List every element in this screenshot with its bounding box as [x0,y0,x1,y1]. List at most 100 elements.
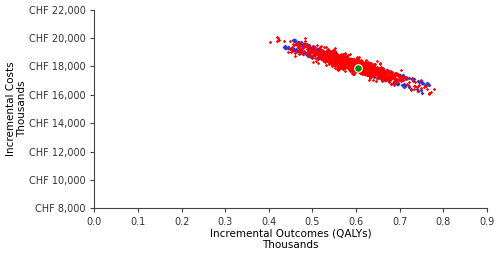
Point [290,43,298,47]
Point [344,63,352,67]
Point [339,61,347,65]
Point [320,53,328,57]
Point [358,67,366,71]
Point [341,58,349,62]
Point [340,61,347,65]
Point [331,57,339,61]
Point [372,70,380,74]
Point [378,67,386,71]
Point [332,62,340,66]
Point [366,73,374,77]
Point [352,67,360,71]
Point [413,85,421,89]
Point [352,66,360,70]
Point [342,66,349,70]
Point [333,59,341,63]
Point [325,51,333,55]
Point [306,54,314,58]
Point [306,43,314,47]
Point [338,60,345,64]
Point [392,71,400,75]
Point [322,59,330,63]
Point [316,45,324,49]
Point [330,60,338,64]
Point [302,51,310,55]
Point [337,58,345,62]
Point [345,58,353,62]
Point [325,52,333,56]
Point [356,66,364,70]
Point [324,57,332,61]
Point [316,52,324,56]
Point [340,62,347,66]
Point [370,66,378,70]
Point [418,91,426,95]
Point [375,71,383,76]
Point [310,47,318,51]
Point [335,56,343,60]
Point [387,74,395,78]
Point [361,71,369,76]
Point [300,42,308,46]
Point [377,71,385,75]
Point [320,49,328,54]
Point [364,67,372,71]
Point [350,61,358,66]
Point [296,41,304,46]
Point [351,62,359,67]
Point [363,69,371,73]
Point [362,69,370,73]
Point [366,70,374,74]
Point [407,88,415,92]
Point [350,63,358,67]
Point [362,63,370,67]
Point [354,60,362,64]
Point [280,45,288,49]
Point [308,50,316,54]
Point [309,60,317,65]
Point [363,67,371,71]
Point [376,73,384,78]
Point [380,73,388,77]
Point [374,66,382,70]
Point [363,64,371,68]
Point [354,67,362,71]
Point [272,39,280,43]
Point [348,66,356,70]
Point [353,66,361,70]
Point [355,60,363,64]
Point [338,59,346,63]
Point [345,61,353,65]
Point [427,90,435,94]
Point [364,62,372,66]
Point [364,60,372,64]
Point [304,52,312,56]
Point [343,59,351,63]
Point [295,40,303,44]
Point [363,69,371,73]
Point [371,70,379,74]
Point [339,67,347,71]
Point [266,40,274,44]
Point [362,68,370,72]
Point [380,69,388,73]
Point [362,67,370,71]
Point [383,69,391,73]
Point [386,75,394,79]
Point [338,54,346,58]
Point [353,67,361,71]
Point [289,46,297,50]
Point [352,60,360,65]
Point [381,78,389,82]
Point [316,48,324,52]
Point [310,47,318,51]
Point [356,66,364,70]
Point [305,44,313,48]
Point [342,63,349,67]
Point [346,61,354,66]
Point [398,75,406,79]
Point [367,63,375,67]
Point [367,63,375,67]
Point [336,54,344,58]
Point [392,79,400,83]
